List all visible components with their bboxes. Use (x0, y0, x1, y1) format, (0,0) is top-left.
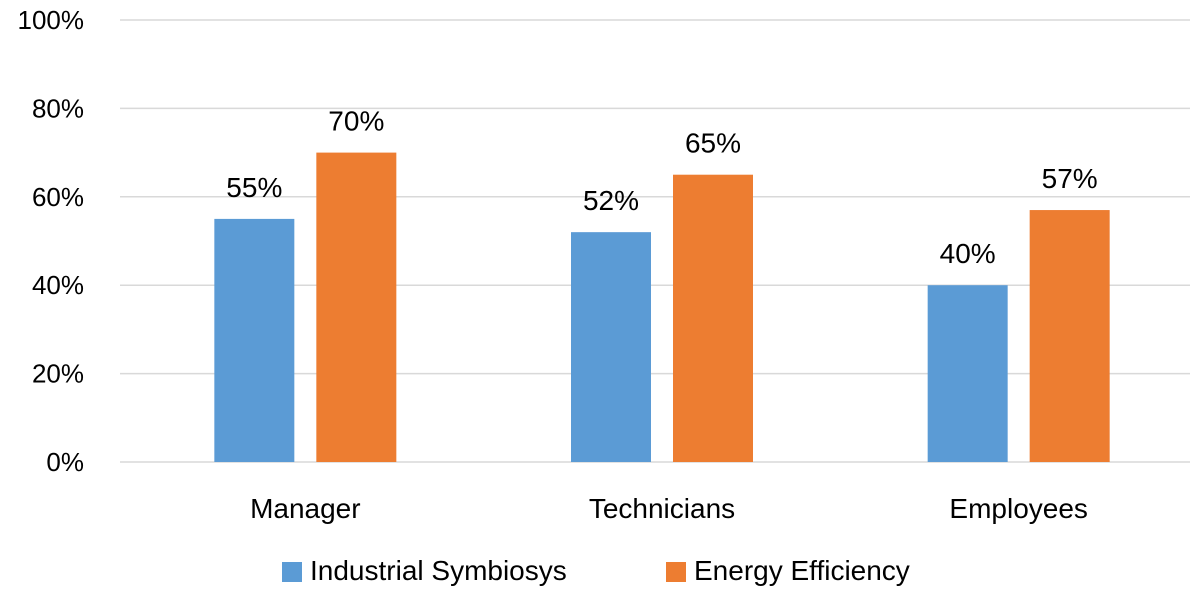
bar-industrial-symbiosys-technicians (571, 232, 651, 462)
y-tick-label: 0% (46, 447, 84, 477)
bar-energy-efficiency-technicians (673, 174, 753, 462)
x-category-label: Employees (949, 493, 1088, 524)
legend: Industrial Symbiosys Energy Efficiency (282, 555, 910, 586)
x-axis-categories: Manager Technicians Employees (250, 493, 1088, 524)
data-labels: 55% 70% 52% 65% 40% 57% (226, 106, 1097, 270)
y-axis-ticks: 0% 20% 40% 60% 80% 100% (18, 5, 85, 477)
y-tick-label: 100% (18, 5, 85, 35)
y-tick-label: 40% (32, 270, 84, 300)
data-label: 65% (685, 128, 741, 159)
legend-swatch (666, 562, 686, 582)
y-tick-label: 80% (32, 93, 84, 123)
bar-energy-efficiency-employees (1029, 210, 1110, 462)
legend-label: Industrial Symbiosys (310, 555, 567, 586)
data-label: 70% (328, 106, 384, 137)
x-category-label: Manager (250, 493, 361, 524)
y-tick-label: 20% (32, 359, 84, 389)
bar-industrial-symbiosys-manager (214, 218, 295, 462)
data-label: 52% (583, 185, 639, 216)
data-label: 57% (1042, 163, 1098, 194)
x-category-label: Technicians (589, 493, 735, 524)
gridlines (120, 19, 1190, 463)
legend-swatch (282, 562, 302, 582)
data-label: 40% (940, 238, 996, 269)
y-tick-label: 60% (32, 182, 84, 212)
legend-label: Energy Efficiency (694, 555, 910, 586)
bar-industrial-symbiosys-employees (927, 285, 1008, 462)
bar-energy-efficiency-manager (316, 152, 397, 462)
data-label: 55% (226, 172, 282, 203)
bars (214, 152, 1110, 462)
